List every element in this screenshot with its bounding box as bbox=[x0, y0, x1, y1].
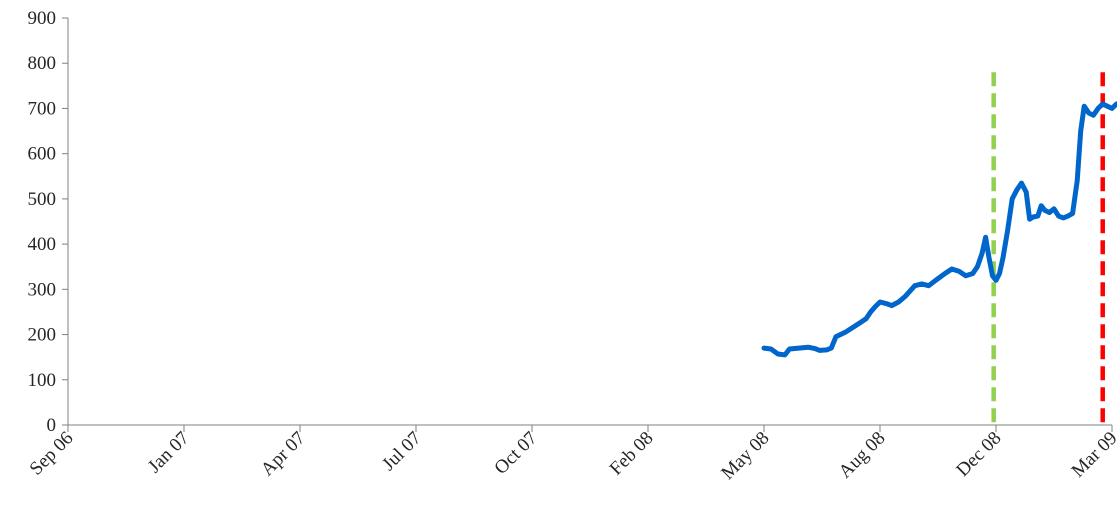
y-tick-label: 400 bbox=[28, 234, 57, 255]
x-tick-label: Apr 07 bbox=[257, 428, 310, 481]
x-tick-label: Oct 07 bbox=[490, 428, 541, 479]
x-tick-label: Mar 09 bbox=[1068, 428, 1117, 482]
x-tick-label: Dec 08 bbox=[952, 428, 1005, 481]
series-group bbox=[761, 101, 1117, 358]
x-tick-label: Jul 07 bbox=[378, 428, 425, 475]
x-tick-label: Feb 08 bbox=[606, 428, 658, 480]
y-tick-label: 600 bbox=[28, 144, 57, 165]
y-tick-label: 800 bbox=[28, 53, 57, 74]
x-tick-label: May 08 bbox=[717, 428, 773, 484]
reference-lines bbox=[991, 72, 1105, 425]
y-tick-label: 100 bbox=[28, 370, 57, 391]
y-axis: 0 100 200 300 400 500 600 700 800 900 bbox=[28, 8, 69, 436]
y-tick-label: 0 bbox=[47, 415, 57, 436]
x-axis: Sep 06 Jan 07 Apr 07 Jul 07 Oct 07 Feb 08 May … bbox=[26, 424, 1117, 484]
y-tick-label: 200 bbox=[28, 325, 57, 346]
x-tick-label: Jan 07 bbox=[144, 428, 194, 478]
y-tick-label: 700 bbox=[28, 98, 57, 119]
y-tick-label: 500 bbox=[28, 189, 57, 210]
y-tick-label: 300 bbox=[28, 279, 57, 300]
series-line bbox=[761, 101, 1117, 358]
x-tick-label: Aug 08 bbox=[835, 428, 890, 483]
y-tick-label: 900 bbox=[28, 8, 57, 29]
